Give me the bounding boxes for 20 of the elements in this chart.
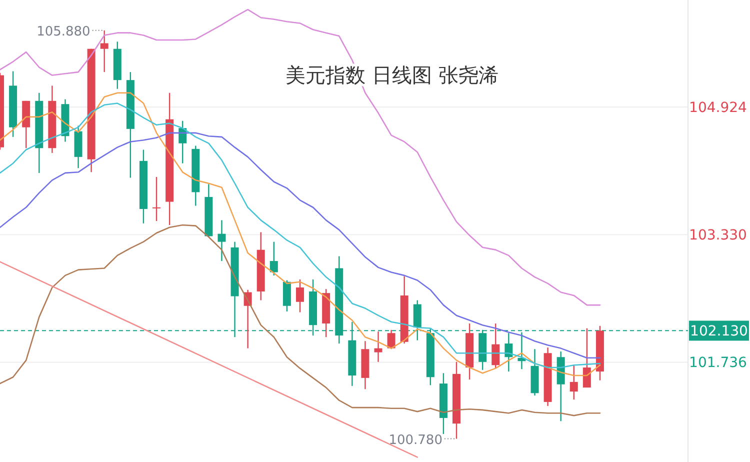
candlestick [374,330,382,363]
candlestick [296,278,304,313]
ref-label: 102.130 [689,320,749,341]
y-tick-label: 103.330 [689,228,747,244]
annotation: 105.880 [36,24,90,40]
candlestick [218,220,226,262]
y-tick-label: 101.736 [689,355,748,372]
candlestick [582,328,591,388]
line-series [0,8,601,306]
annotation: 100.780 [388,432,442,448]
candlestick [492,322,500,369]
annotation: 100.780 [388,432,456,448]
y-tick-label: 104.924 [689,100,748,116]
candlestick [152,176,161,222]
candlestick [570,364,578,400]
candlestick [100,30,108,73]
candlestick [178,120,187,164]
line-series [0,224,601,416]
candlestick [270,241,278,276]
annotation: 105.880 [36,24,104,40]
